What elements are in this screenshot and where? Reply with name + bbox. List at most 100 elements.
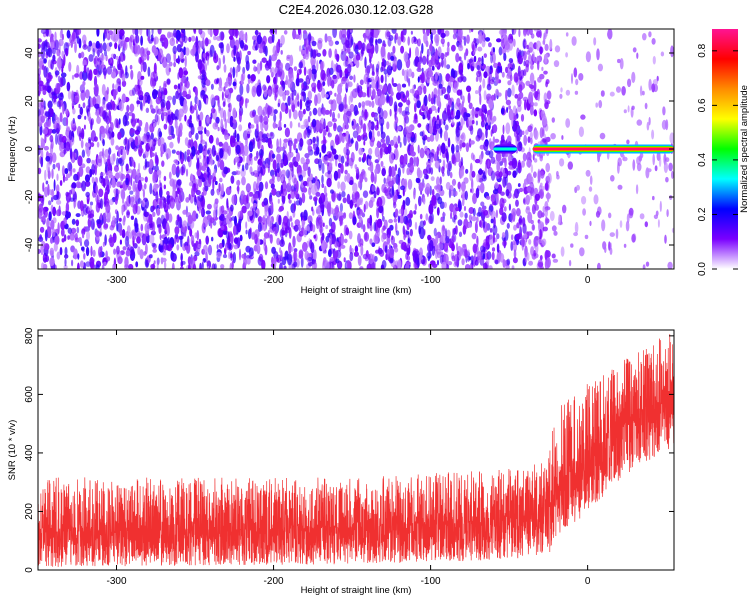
spectrogram-cell [401, 68, 405, 76]
spectrogram-cell [397, 107, 402, 113]
spectrogram-cell [581, 195, 587, 205]
spectrogram-cell [337, 113, 341, 119]
spectrogram-cell [237, 161, 241, 167]
spectrogram-cell [225, 186, 232, 196]
spectrogram-cell [245, 135, 248, 147]
spectrogram-cell [42, 182, 45, 193]
spectrogram-cell [69, 148, 73, 160]
spectrogram-cell [114, 165, 119, 172]
spectrogram-cell [334, 134, 340, 146]
spectrogram-cell [481, 113, 485, 123]
spectrogram-cell [354, 245, 359, 253]
spectrogram-cell [330, 189, 334, 194]
spectrogram-cell [65, 131, 69, 137]
spectrogram-cell [196, 98, 199, 106]
spectrogram-cell [289, 141, 292, 154]
spectrogram-cell [278, 214, 282, 226]
spectrogram-cell [81, 246, 85, 251]
spectrogram-cell [278, 43, 283, 48]
spectrogram-cell [348, 51, 354, 59]
spectrogram-cell [545, 192, 551, 200]
spectrogram-cell [389, 108, 392, 117]
spectrogram-cell [505, 66, 509, 74]
snr-series-line [38, 334, 674, 567]
spectrogram-cell [468, 29, 472, 34]
spectrogram-cell [217, 126, 220, 132]
spectrogram-cell [364, 56, 367, 69]
spectrogram-cell [436, 184, 442, 193]
spectrogram-cell [188, 193, 191, 201]
spectrogram-cell [262, 84, 267, 91]
spectrogram-cell [168, 61, 173, 67]
spectrogram-cell [636, 52, 639, 59]
spectrogram-cell [513, 224, 517, 231]
spectrogram-cell [295, 148, 298, 154]
spectrogram-cell [331, 79, 335, 89]
spectrogram-cell [501, 212, 507, 223]
spectrogram-cell [61, 135, 67, 143]
spectrogram-cell [211, 144, 216, 157]
spectrogram-cell [512, 240, 516, 246]
spectrogram-cell [174, 119, 178, 129]
spectrogram-cell [351, 88, 358, 99]
spectrogram-cell [79, 84, 85, 94]
spectrogram-cell [90, 218, 95, 231]
spectrogram-cell [51, 129, 57, 134]
spectrogram-cell [350, 91, 354, 103]
spectrogram-cell [156, 217, 162, 228]
spectrogram-cell [359, 173, 364, 184]
spectrogram-cell [380, 138, 386, 143]
spectrogram-cell [67, 227, 73, 234]
spectrogram-cell [226, 43, 230, 54]
y-tick-label: 400 [24, 444, 35, 461]
spectrogram-cell [382, 110, 388, 119]
spectrogram-cell [218, 182, 221, 193]
spectrogram-cell [467, 222, 472, 228]
spectrogram-cell [380, 45, 386, 58]
spectrogram-cell [528, 83, 534, 89]
spectrogram-cell [153, 260, 156, 265]
spectrogram-cell [380, 233, 385, 243]
spectrogram-cell [180, 252, 183, 262]
spectrogram-cell [38, 73, 41, 84]
spectrogram-ylabel: Frequency (Hz) [7, 116, 18, 181]
spectrogram-cell [263, 232, 269, 239]
spectrogram-cell [71, 31, 75, 42]
spectrogram-cell [39, 226, 45, 233]
spectrogram-cell [321, 183, 325, 188]
spectrogram-cell [478, 108, 483, 117]
spectrogram-cell [41, 215, 46, 222]
spectrogram-cell [85, 261, 91, 267]
spectrogram-cell [144, 95, 147, 101]
spectrogram-cell [261, 133, 268, 139]
spectrogram-cell [403, 134, 407, 146]
spectrogram-cell [216, 251, 222, 259]
spectrogram-cell [308, 68, 312, 81]
spectrogram-cell [377, 38, 383, 44]
spectrogram-cell [44, 186, 49, 198]
spectrogram-cell [346, 162, 349, 167]
spectrogram-cell [86, 199, 90, 205]
spectrogram-cell [38, 248, 41, 254]
spectrogram-cell [169, 37, 176, 47]
spectrogram-cell [261, 138, 267, 143]
spectrogram-cell [521, 160, 525, 168]
spectrogram-cell [464, 190, 468, 201]
spectrogram-cell [57, 222, 60, 235]
spectrogram-cell [167, 114, 172, 123]
spectrogram-cell [475, 187, 480, 199]
spectrogram-cell [93, 57, 97, 65]
spectrogram-cell [101, 264, 105, 269]
spectrogram-cell [123, 53, 126, 61]
spectrogram-cell [233, 228, 236, 235]
spectrogram-cell [106, 256, 111, 262]
spectrogram-cell [273, 109, 278, 115]
spectrogram-cell [197, 149, 200, 156]
spectrogram-cell [218, 215, 223, 221]
spectrogram-cell [135, 189, 140, 200]
spectrogram-cell [89, 168, 93, 178]
spectrogram-cell [382, 225, 386, 231]
spectrogram-cell [59, 77, 64, 88]
spectrogram-cell [396, 59, 403, 71]
spectrogram-cell [419, 220, 425, 229]
